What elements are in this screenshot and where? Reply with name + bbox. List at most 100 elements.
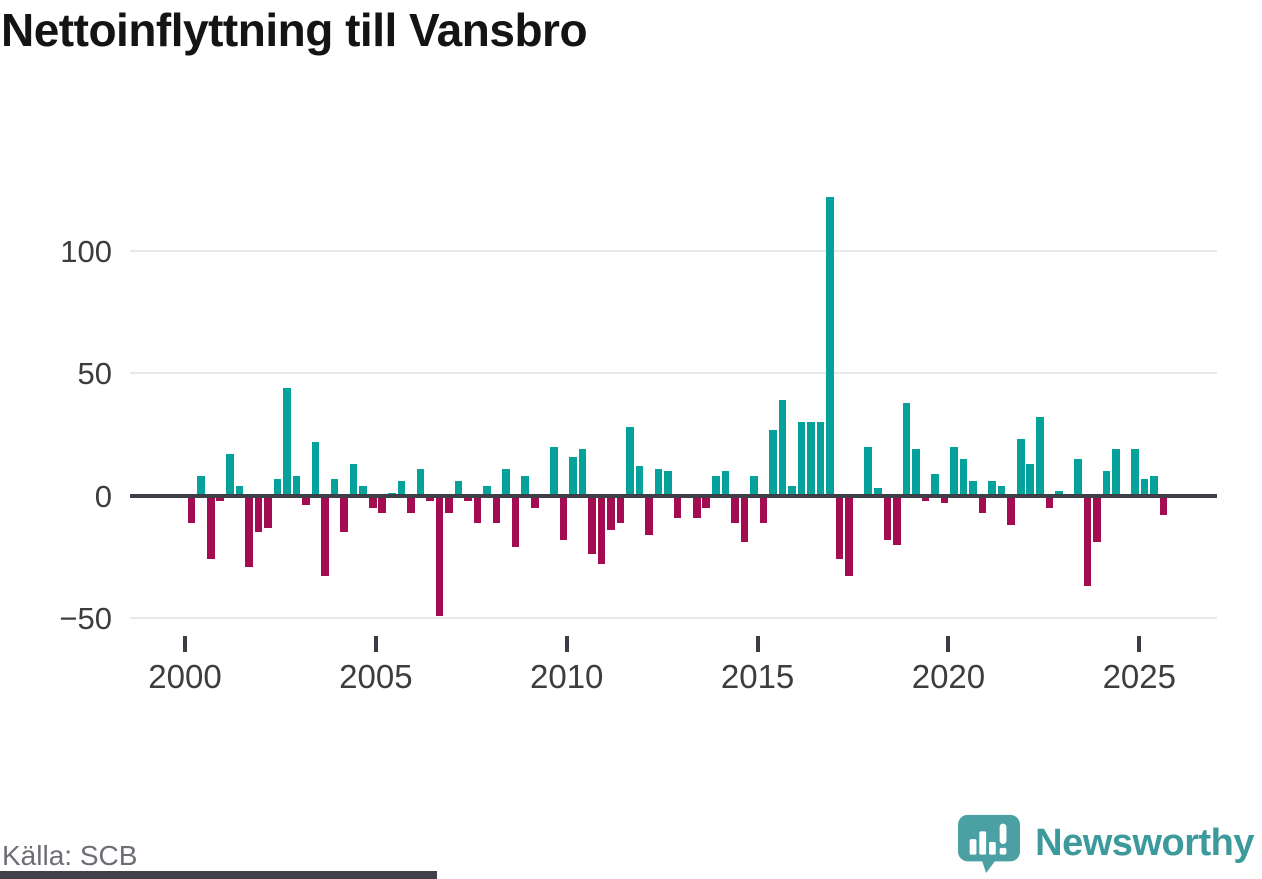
bar-positive [397, 481, 406, 496]
bar-positive [1055, 490, 1063, 496]
x-axis-label-2005: 2005 [339, 658, 413, 695]
bar-positive [502, 468, 510, 496]
bar-positive [950, 446, 958, 496]
bar-negative [645, 495, 653, 535]
bar-negative [835, 495, 844, 560]
bar-negative [559, 495, 568, 540]
newsworthy-wordmark: Newsworthy [1035, 821, 1254, 864]
bar-positive [1074, 458, 1082, 496]
bar-negative [692, 495, 701, 518]
bar-positive [1131, 449, 1139, 496]
bar-negative [1045, 495, 1054, 508]
bar-negative [893, 495, 901, 545]
bar-positive [931, 473, 939, 496]
x-tick-2025 [1137, 636, 1142, 652]
x-tick-2005 [373, 636, 378, 652]
bar-negative [740, 495, 749, 543]
bar-negative [435, 495, 444, 616]
bar-negative [206, 495, 215, 560]
bar-negative [407, 495, 415, 513]
bar-negative [187, 495, 196, 523]
bar-positive [969, 481, 977, 496]
bar-negative [978, 495, 987, 513]
bar-negative [597, 495, 606, 565]
bar-positive [769, 429, 777, 496]
x-axis-label-2020: 2020 [911, 658, 986, 695]
bar-negative [464, 495, 472, 501]
bar-positive [1026, 463, 1035, 496]
zero-axis-line [130, 493, 1217, 498]
bar-positive [416, 468, 425, 496]
bar-positive [283, 387, 291, 496]
bar-negative [473, 495, 482, 523]
bar-positive [235, 485, 244, 496]
x-tick-2000 [183, 636, 187, 652]
bar-negative [607, 495, 615, 530]
bar-positive [1150, 476, 1158, 496]
bar-positive [778, 400, 787, 496]
bar-positive [635, 466, 644, 496]
bar-positive [626, 427, 634, 496]
bar-negative [731, 495, 739, 523]
bar-positive [816, 422, 825, 496]
x-axis-label-2000: 2000 [148, 658, 222, 695]
chart-title: Nettoinflyttning till Vansbro [1, 4, 588, 56]
bar-positive [873, 488, 882, 496]
x-tick-2010 [564, 636, 569, 652]
bar-positive [330, 478, 339, 496]
bar-positive [197, 476, 206, 496]
bar-negative [321, 495, 329, 577]
bar-negative [216, 495, 225, 501]
bar-positive [311, 441, 320, 496]
bar-positive [902, 402, 911, 496]
bar-positive [454, 481, 463, 496]
bar-negative [588, 495, 596, 555]
bottom-progress-strip [0, 871, 437, 879]
bar-positive [654, 468, 663, 496]
y-axis-label-50: 50 [77, 356, 112, 392]
y-axis-label-100: 100 [60, 233, 112, 269]
x-tick-2020 [946, 636, 951, 652]
bar-positive [864, 446, 873, 496]
bar-positive [569, 456, 577, 496]
y-axis-label-0: 0 [94, 478, 112, 514]
bar-negative [264, 495, 272, 528]
bar-positive [226, 454, 234, 496]
source-note: Källa: SCB [2, 840, 138, 871]
bar-negative [368, 495, 377, 508]
gridline-y--50 [130, 617, 1217, 620]
bar-negative [616, 495, 625, 523]
bar-positive [788, 485, 796, 496]
x-axis-label-2015: 2015 [720, 658, 795, 695]
bar-positive [826, 197, 834, 496]
bar-negative [940, 495, 949, 504]
bar-positive [959, 458, 968, 496]
bar-positive [750, 476, 758, 496]
bar-positive [273, 478, 282, 496]
bar-negative [702, 495, 711, 508]
bar-negative [245, 495, 253, 567]
gridline-y-100 [130, 249, 1217, 252]
bar-positive [1112, 449, 1120, 496]
bar-negative [445, 495, 453, 513]
newsworthy-logo: Newsworthy [956, 813, 1254, 873]
bar-negative [254, 495, 263, 533]
bar-positive [578, 449, 587, 496]
bar-positive [721, 471, 730, 496]
newsworthy-speech-bubble-bar-chart-icon [956, 813, 1022, 873]
bar-negative [759, 495, 768, 523]
gridline-y-50 [130, 372, 1217, 375]
bar-negative [921, 495, 930, 501]
bar-negative [492, 495, 501, 523]
bar-positive [797, 422, 806, 496]
bar-positive [292, 476, 301, 496]
bar-positive [997, 485, 1006, 496]
bar-negative [340, 495, 348, 533]
x-tick-2015 [755, 636, 760, 652]
bar-negative [673, 495, 682, 518]
bar-positive [1140, 478, 1149, 496]
bar-negative [1159, 495, 1168, 516]
bar-negative [302, 495, 310, 506]
bar-positive [349, 463, 358, 496]
